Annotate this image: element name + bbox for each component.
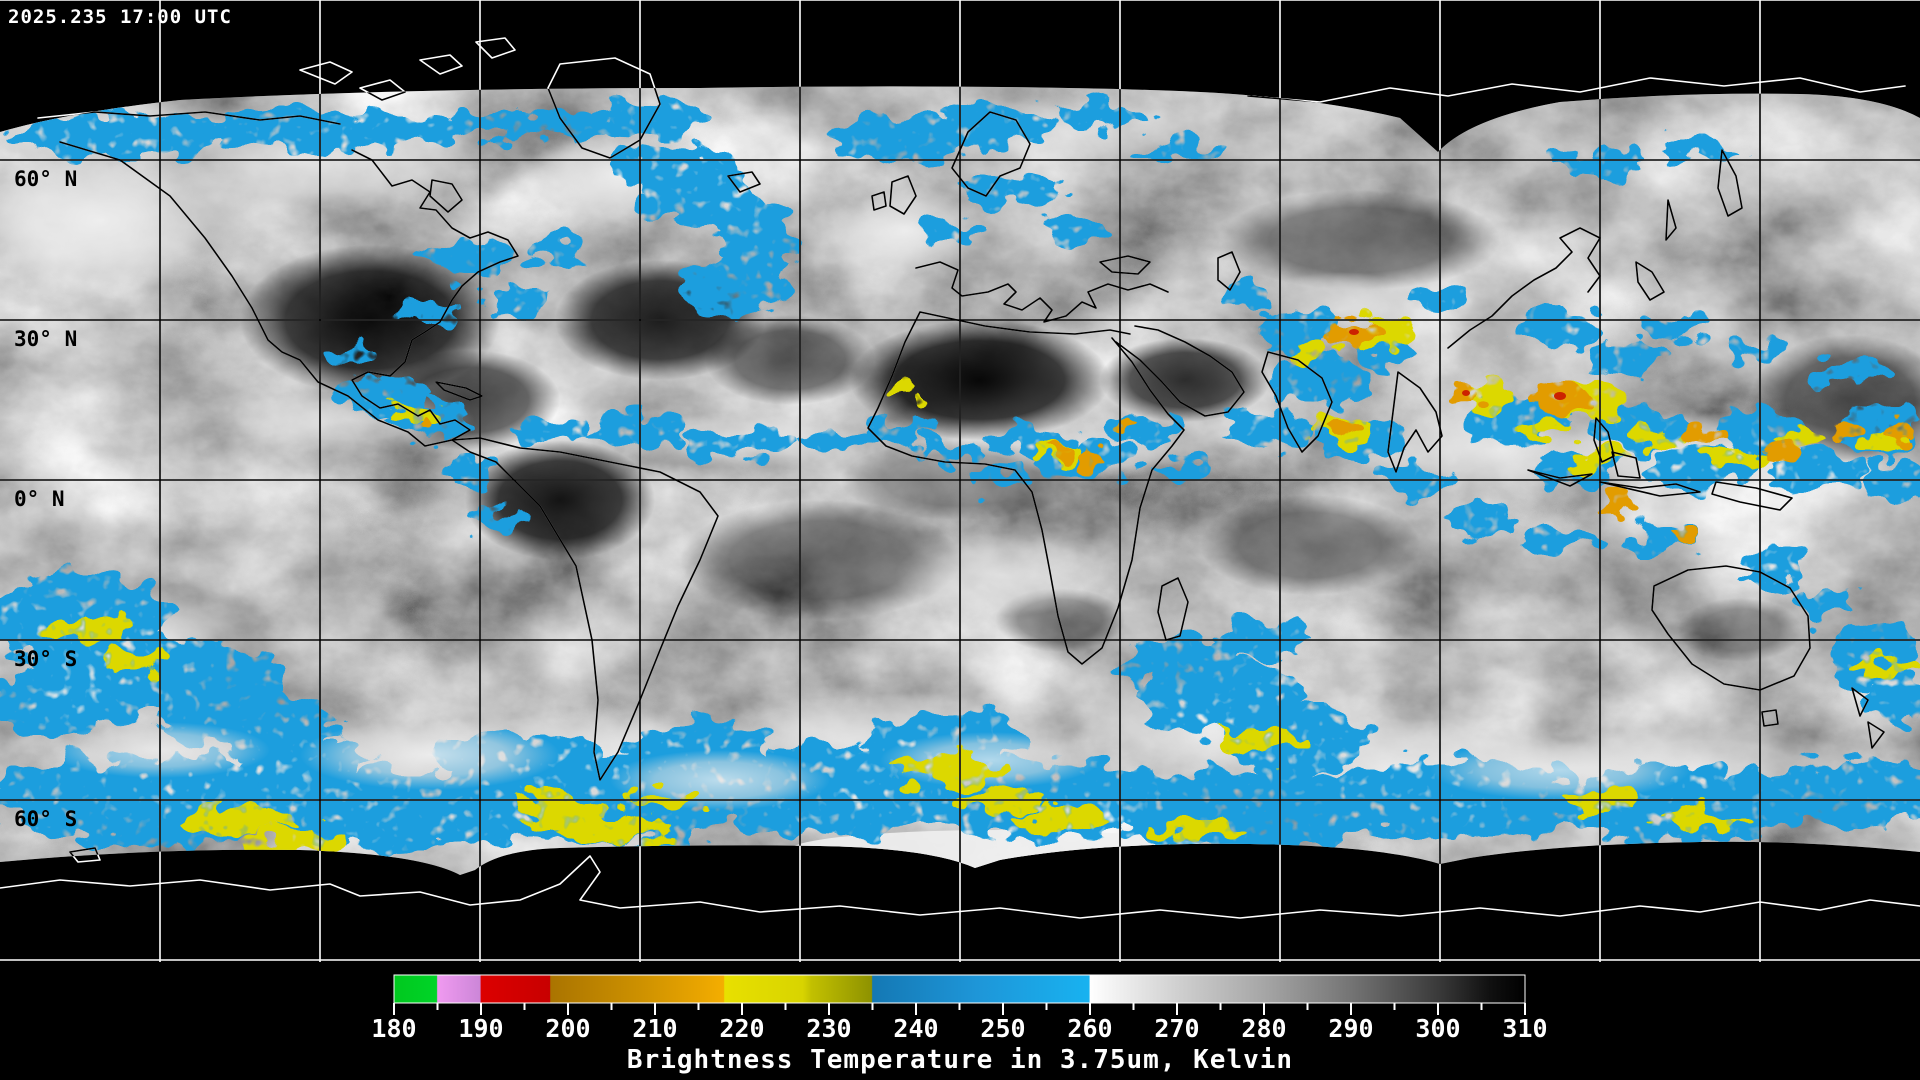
colorbar-tick-label: 230 [806, 1014, 851, 1043]
colorbar-tick-label: 260 [1067, 1014, 1112, 1043]
latitude-label: 30° S [14, 647, 77, 671]
colorbar-tick-label: 270 [1154, 1014, 1199, 1043]
latitude-labels: 60° N 30° N 0° N 30° S 60° S [14, 167, 77, 831]
colorbar-tick-labels: 180 190 200 210 220 230 240 250 260 270 280 290 300 3… [371, 1014, 1547, 1043]
colorbar: 180 190 200 210 220 230 240 250 260 270 280 290 300 3… [371, 974, 1548, 1075]
overlays-on-data [0, 86, 1920, 875]
colorbar-caption: Brightness Temperature in 3.75um, Kelvin [627, 1045, 1293, 1075]
colorbar-tick-label: 290 [1328, 1014, 1373, 1043]
colorbar-tick-label: 250 [980, 1014, 1025, 1043]
colorbar-tick-label: 220 [719, 1014, 764, 1043]
colorbar-gradient-bar [393, 974, 1526, 1004]
colorbar-tick-label: 200 [545, 1014, 590, 1043]
cloud-swirls-over-blue [50, 720, 1690, 810]
colorbar-ticks [393, 1003, 1526, 1015]
colorbar-tick-label: 190 [458, 1014, 503, 1043]
latitude-label: 0° N [14, 487, 65, 511]
colorbar-tick-label: 210 [632, 1014, 677, 1043]
colorbar-tick-label: 280 [1241, 1014, 1286, 1043]
latitude-label: 60° S [14, 807, 77, 831]
latitude-label: 30° N [14, 327, 77, 351]
cold-cloud-red-cores [1349, 329, 1566, 400]
cold-cloud-yellow-patches [50, 317, 1920, 850]
latitude-label: 60° N [14, 167, 77, 191]
colorbar-tick-label: 180 [371, 1014, 416, 1043]
colorbar-tick-label: 310 [1502, 1014, 1547, 1043]
timestamp-label: 2025.235 17:00 UTC [8, 6, 232, 28]
colorbar-tick-label: 240 [893, 1014, 938, 1043]
cold-cloud-orange-patches [418, 319, 1920, 548]
colorbar-tick-label: 300 [1415, 1014, 1460, 1043]
